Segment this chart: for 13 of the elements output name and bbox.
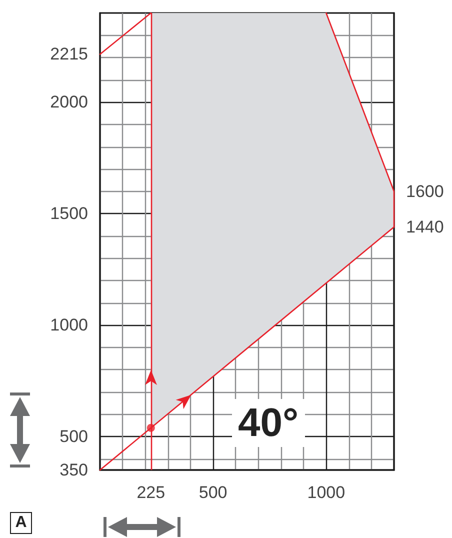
x-tick-label: 500: [198, 483, 228, 502]
text: A: [10, 512, 32, 534]
x-tick-label: 225: [136, 483, 166, 502]
y-tick-label: 1000: [50, 316, 88, 335]
y-tick-label: 1500: [50, 204, 88, 224]
y2-tick-label: 1440: [406, 218, 444, 237]
y-tick-label: 2000: [50, 92, 88, 112]
y-tick-label: 500: [60, 427, 88, 446]
y2-tick-label: 1600: [406, 182, 444, 201]
y-tick-label: 2215: [50, 44, 88, 64]
x-tick-label: 1000: [307, 483, 346, 502]
annotation: 40°: [232, 399, 304, 447]
y-tick-label: 350: [60, 460, 88, 480]
